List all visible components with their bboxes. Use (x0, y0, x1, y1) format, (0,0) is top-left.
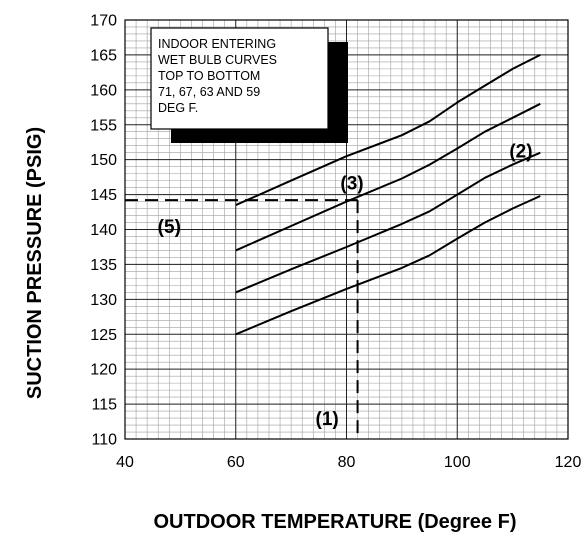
y-axis-ticks: 110 115 120 125 130 135 140 145 150 155 160 165 170 (90, 13, 117, 449)
y-tick-label: 110 (91, 432, 117, 449)
note-line: INDOOR ENTERING (158, 37, 276, 51)
note-line: DEG F. (158, 101, 198, 115)
y-tick-label: 155 (90, 117, 117, 134)
annotations: (1) (2) (3) (5) (158, 142, 533, 430)
callout-label: (3) (340, 174, 363, 195)
wet-bulb-curve (235, 195, 541, 336)
wet-bulb-curve (235, 151, 541, 294)
y-tick-label: 135 (90, 257, 117, 274)
note-line: TOP TO BOTTOM (158, 69, 260, 83)
x-tick-label: 40 (116, 454, 134, 471)
x-tick-label: 60 (227, 454, 245, 471)
y-tick-label: 145 (90, 187, 117, 204)
y-tick-label: 125 (90, 327, 117, 344)
y-tick-label: 165 (90, 47, 117, 64)
legend-note-box (150, 27, 329, 130)
x-tick-label: 80 (338, 454, 356, 471)
wet-bulb-curve (235, 54, 541, 207)
callout-label: (2) (509, 142, 532, 163)
x-tick-label: 100 (444, 454, 471, 471)
y-tick-label: 115 (91, 397, 117, 414)
y-tick-label: 140 (90, 222, 117, 239)
y-axis-title: SUCTION PRESSURE (PSIG) (24, 127, 46, 399)
wet-bulb-curve (235, 102, 541, 252)
x-axis-title: OUTDOOR TEMPERATURE (Degree F) (154, 511, 517, 533)
y-tick-label: 170 (90, 13, 117, 30)
y-tick-label: 150 (90, 152, 117, 169)
plot-frame (124, 19, 569, 440)
y-tick-label: 130 (90, 292, 117, 309)
legend-note: INDOOR ENTERING WET BULB CURVES TOP TO B… (150, 27, 348, 143)
y-tick-label: 120 (90, 362, 117, 379)
note-line: WET BULB CURVES (158, 53, 277, 67)
series-layer (235, 54, 541, 336)
callout-label: (5) (158, 217, 181, 238)
y-tick-label: 160 (90, 82, 117, 99)
callout-label: (1) (316, 409, 339, 430)
x-tick-label: 120 (555, 454, 582, 471)
x-axis-ticks: 40 60 80 100 120 (116, 454, 581, 471)
note-line: 71, 67, 63 AND 59 (158, 85, 260, 99)
